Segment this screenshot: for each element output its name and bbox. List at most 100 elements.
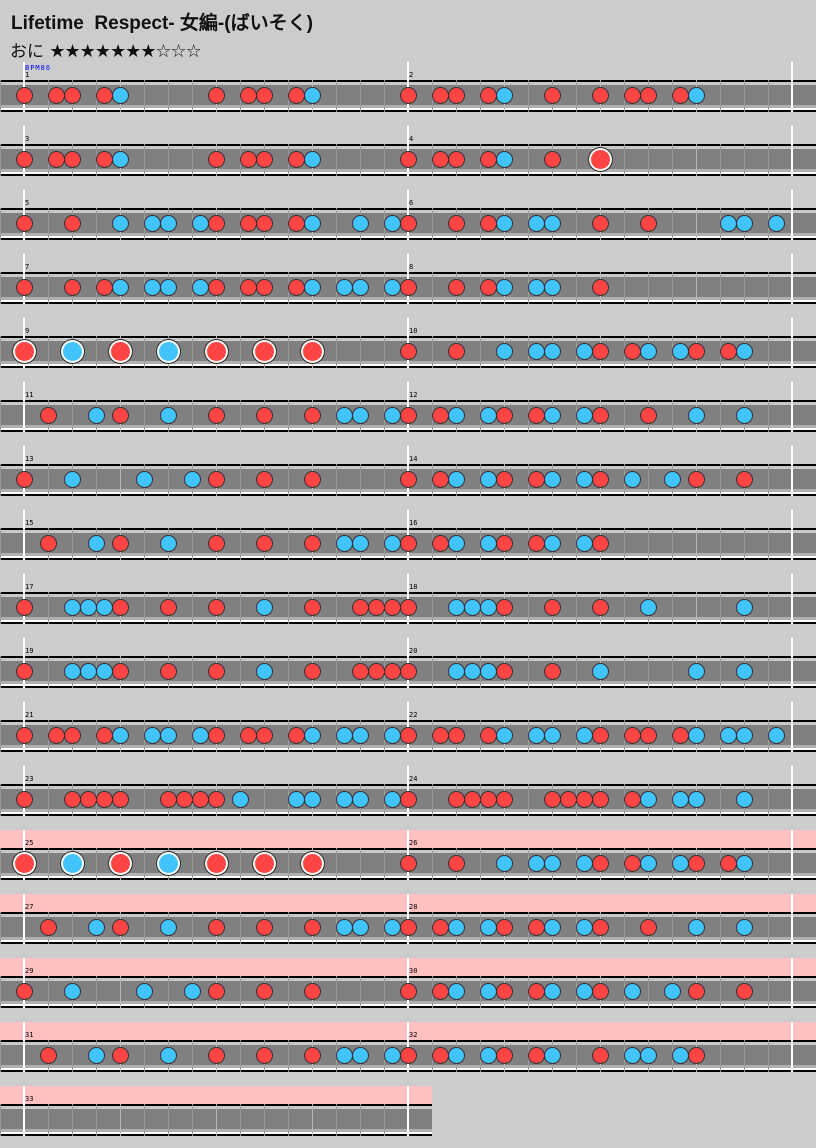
grid-line: [720, 976, 721, 1008]
grid-line: [288, 976, 289, 1008]
ka-note: [111, 151, 129, 168]
grid-line: [432, 656, 433, 688]
grid-line: [336, 976, 337, 1008]
grid-line: [288, 400, 289, 432]
grid-line: [384, 144, 385, 176]
don-note: [719, 855, 737, 872]
don-note: [623, 791, 641, 808]
ka-note: [479, 983, 497, 1000]
ka-note: [303, 87, 321, 104]
ka-note: [479, 1047, 497, 1064]
ka-note: [143, 215, 161, 232]
grid-line: [48, 208, 49, 240]
grid-line: [768, 848, 769, 880]
ka-note: [447, 663, 465, 680]
grid-line: [96, 464, 97, 496]
grid-line: [672, 528, 673, 560]
don-note: [303, 663, 321, 680]
grid-line: [744, 80, 745, 112]
don-note: [671, 727, 689, 744]
ka-note: [351, 535, 369, 552]
measure-line: [791, 190, 793, 240]
grid-line: [48, 784, 49, 816]
don-note: [111, 599, 129, 616]
grid-line: [192, 400, 193, 432]
ka-note: [527, 727, 545, 744]
don-note: [15, 87, 33, 104]
measure-number: 23: [25, 775, 34, 783]
grid-line: [120, 1104, 121, 1136]
ka-note: [335, 535, 353, 552]
ka-note: [527, 343, 545, 360]
grid-line: [576, 656, 577, 688]
don-note: [207, 215, 225, 232]
ka-note: [591, 663, 609, 680]
big-don-note: [587, 147, 613, 172]
don-note: [399, 727, 417, 744]
don-note: [671, 87, 689, 104]
grid-line: [0, 400, 1, 432]
don-note: [239, 727, 257, 744]
ka-note: [735, 919, 753, 936]
don-note: [447, 855, 465, 872]
grid-line: [576, 80, 577, 112]
grid-line: [168, 464, 169, 496]
grid-line: [144, 144, 145, 176]
measure-line: [23, 894, 25, 944]
don-note: [479, 727, 497, 744]
big-don-note: [203, 851, 229, 876]
ka-note: [87, 535, 105, 552]
ka-note: [687, 407, 705, 424]
don-note: [255, 215, 273, 232]
grid-line: [768, 272, 769, 304]
chart-row: 21 22: [0, 700, 816, 764]
don-note: [527, 983, 545, 1000]
grid-line: [576, 144, 577, 176]
grid-line: [240, 464, 241, 496]
don-note: [303, 1047, 321, 1064]
grid-line: [360, 464, 361, 496]
ka-note: [447, 1047, 465, 1064]
ka-note: [383, 1047, 401, 1064]
ka-note: [623, 983, 641, 1000]
ka-note: [671, 343, 689, 360]
measure-number: 1: [25, 71, 30, 79]
ka-note: [303, 727, 321, 744]
don-note: [543, 151, 561, 168]
grid-line: [696, 144, 697, 176]
don-note: [479, 215, 497, 232]
don-note: [287, 215, 305, 232]
ka-note: [95, 599, 113, 616]
don-note: [431, 919, 449, 936]
grid-line: [192, 912, 193, 944]
grid-line: [336, 656, 337, 688]
grid-line: [72, 400, 73, 432]
don-note: [399, 855, 417, 872]
don-note: [207, 727, 225, 744]
measure-line: [23, 382, 25, 432]
ka-note: [383, 791, 401, 808]
grid-line: [192, 848, 193, 880]
grid-line: [96, 848, 97, 880]
grid-line: [720, 144, 721, 176]
ka-note: [575, 535, 593, 552]
ka-note: [575, 343, 593, 360]
don-note: [303, 535, 321, 552]
ka-note: [79, 599, 97, 616]
ka-note: [335, 1047, 353, 1064]
ka-note: [111, 87, 129, 104]
grid-line: [768, 976, 769, 1008]
ka-note: [463, 663, 481, 680]
grid-line: [48, 272, 49, 304]
measure-number: 26: [409, 839, 418, 847]
ka-note: [543, 343, 561, 360]
ka-note: [447, 599, 465, 616]
grid-line: [240, 336, 241, 368]
grid-line: [720, 528, 721, 560]
ka-note: [351, 407, 369, 424]
grid-line: [768, 336, 769, 368]
grid-line: [72, 1040, 73, 1072]
grid-line: [0, 1040, 1, 1072]
don-note: [399, 1047, 417, 1064]
don-note: [399, 215, 417, 232]
